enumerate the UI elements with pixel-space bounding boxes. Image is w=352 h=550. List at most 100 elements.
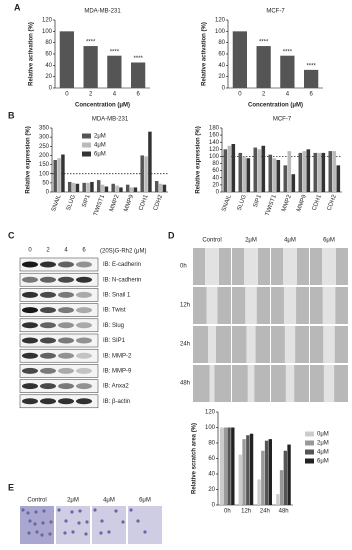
panel-label: D: [168, 230, 175, 240]
x-tick-label: 6: [309, 92, 313, 98]
scratch-gap: [285, 365, 295, 402]
bar: [304, 69, 319, 88]
cell: [71, 530, 75, 534]
x-axis-title: Concentration (μM): [75, 103, 130, 109]
cell: [85, 520, 89, 524]
blot-band: [58, 291, 74, 298]
bar: [227, 427, 231, 505]
bar: [256, 46, 271, 88]
legend-swatch: [82, 151, 91, 157]
row-label: 24h: [180, 342, 190, 348]
legend-swatch: [305, 431, 314, 437]
cell: [63, 531, 67, 535]
bar: [232, 31, 247, 88]
blot-row-label: IB: β-actin: [103, 399, 130, 405]
scratch-gap: [322, 287, 336, 324]
y-tick-label: 100: [215, 29, 226, 35]
legend-swatch: [305, 440, 314, 446]
cell: [27, 531, 31, 535]
scratch-gap: [323, 326, 335, 363]
significance: ****: [283, 49, 293, 55]
blot-band: [76, 322, 92, 329]
blot-band: [40, 337, 56, 344]
scratch-gap: [244, 248, 258, 285]
cell: [100, 519, 104, 523]
bar: [148, 131, 152, 192]
cell: [70, 510, 74, 514]
blot-band: [40, 367, 56, 374]
bar: [332, 151, 337, 192]
bar: [283, 450, 287, 505]
cell: [143, 530, 147, 534]
bar: [276, 160, 281, 192]
x-tick-label: SIP1: [82, 194, 92, 209]
bar: [59, 31, 74, 88]
bar: [129, 187, 134, 192]
scratch-gap: [205, 248, 219, 285]
bar: [223, 149, 228, 192]
y-tick-label: 60: [208, 456, 215, 462]
y-tick-label: 20: [212, 182, 219, 188]
x-tick-label: TWIST1: [265, 194, 278, 217]
x-tick-label: 0h: [224, 509, 231, 515]
blot-band: [58, 276, 74, 283]
legend-label: 2μM: [317, 441, 329, 447]
blot-row-label: IB: Anxa2: [103, 384, 129, 390]
bar: [96, 180, 101, 192]
y-tick-label: 100: [209, 154, 220, 160]
x-tick-label: 4: [286, 92, 290, 98]
bar: [223, 427, 227, 505]
bar: [321, 152, 326, 192]
bar: [115, 185, 119, 192]
blot-band: [22, 291, 38, 298]
blot-row-label: IB: Snail 1: [103, 292, 131, 298]
bar: [272, 158, 277, 192]
y-tick-label: 80: [208, 441, 215, 447]
x-tick-label: 12h: [241, 509, 251, 515]
bar: [246, 435, 250, 505]
column-label: 2μM: [245, 238, 257, 244]
blot-band: [40, 276, 56, 283]
bar: [249, 433, 254, 505]
legend-label: 2μM: [94, 134, 106, 140]
blot-band: [40, 291, 56, 298]
y-tick-label: 150: [39, 162, 50, 168]
x-tick-label: SLUG: [66, 194, 77, 212]
blot-frame: [19, 348, 99, 363]
y-tick-label: 60: [218, 52, 225, 58]
blot-band: [22, 337, 38, 344]
legend-swatch: [305, 458, 314, 464]
scratch-gap: [283, 287, 297, 324]
x-tick-label: CDH2: [327, 194, 338, 212]
x-tick-label: 0: [65, 92, 69, 98]
treatment-label: (20S)G-Rh2 (μM): [100, 249, 146, 255]
bar: [246, 158, 251, 192]
cell: [93, 508, 97, 512]
blot-frame: [19, 364, 99, 378]
y-tick-label: 40: [45, 63, 52, 69]
bar: [231, 427, 235, 505]
blot-row-label: IB: MMP-9: [103, 368, 132, 374]
chart-title: MCF-7: [266, 9, 285, 15]
lane-label: 2: [46, 248, 50, 254]
panel-label: B: [8, 110, 15, 120]
legend-label: 6μM: [317, 459, 329, 465]
blot-band: [22, 261, 38, 268]
y-tick-label: 60: [45, 52, 52, 58]
x-tick-label: TWIST1: [93, 194, 106, 217]
legend-label: 4μM: [94, 143, 106, 149]
column-label: 4μM: [284, 238, 296, 244]
blot-band: [40, 261, 56, 268]
bar: [100, 184, 105, 192]
row-label: 48h: [180, 381, 190, 387]
legend-swatch: [305, 449, 314, 455]
y-tick-label: 180: [209, 126, 220, 132]
bar: [231, 144, 236, 192]
bar: [302, 151, 307, 192]
y-tick-label: 40: [212, 175, 219, 181]
row-label: 0h: [180, 264, 187, 270]
scratch-gap: [206, 287, 218, 324]
y-tick-label: 50: [42, 180, 49, 186]
bar: [268, 154, 273, 192]
